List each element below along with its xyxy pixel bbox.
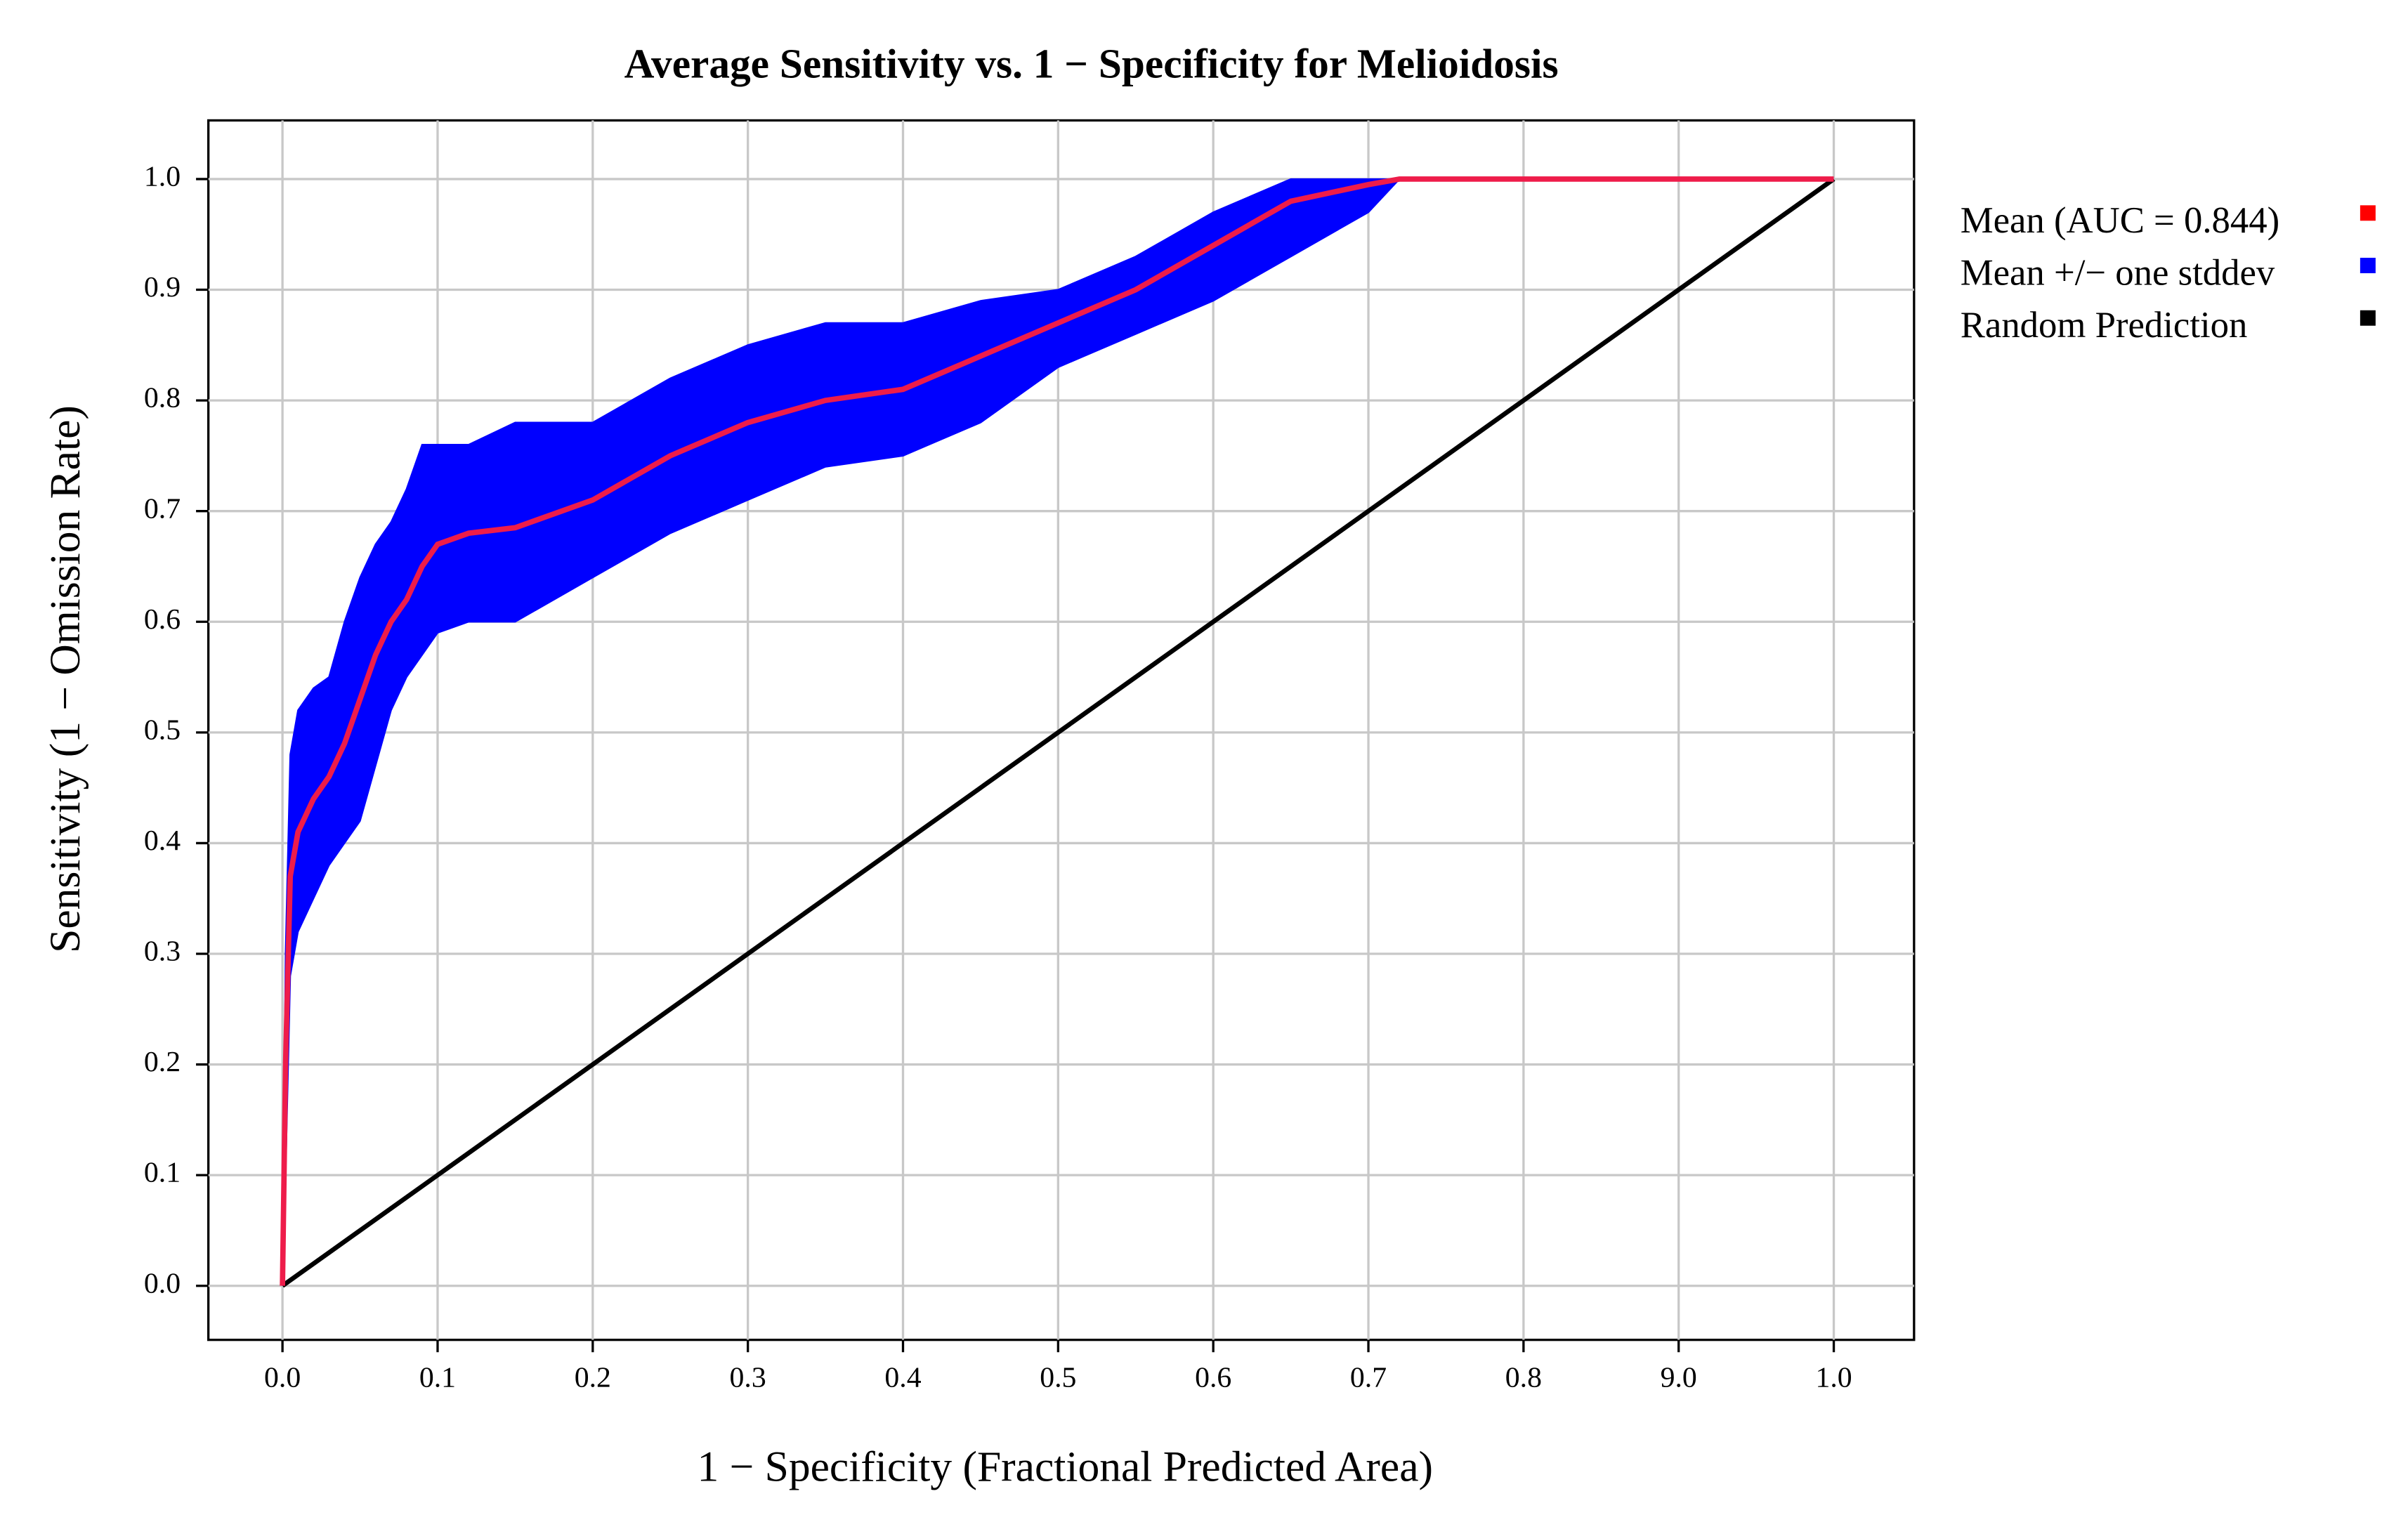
- y-axis-label: Sensitivity (1 − Omission Rate): [41, 405, 89, 953]
- x-axis-label: 1 − Specificity (Fractional Predicted Ar…: [697, 1443, 1433, 1491]
- legend-label: Random Prediction: [1961, 305, 2248, 346]
- y-tick-label: 0.5: [144, 714, 181, 746]
- x-tick-label: 0.4: [884, 1361, 921, 1393]
- chart-title: Average Sensitivity vs. 1 − Specificity …: [624, 40, 1559, 86]
- x-tick-label: 9.0: [1661, 1361, 1697, 1393]
- y-tick-label: 0.4: [144, 825, 181, 857]
- y-tick-label: 0.3: [144, 936, 181, 968]
- legend: Mean (AUC = 0.844) Mean +/− one stddev Ran…: [1961, 200, 2376, 346]
- x-tick-label: 0.7: [1350, 1361, 1387, 1393]
- x-tick-label: 0.1: [419, 1361, 456, 1393]
- random-line: [281, 177, 1836, 1288]
- x-tick-label: 0.8: [1505, 1361, 1542, 1393]
- legend-label: Mean (AUC = 0.844): [1961, 200, 2279, 241]
- legend-label: Mean +/− one stddev: [1961, 253, 2275, 294]
- y-tick-label: 0.9: [144, 271, 181, 303]
- legend-marker: [2360, 205, 2376, 221]
- x-tick-label: 1.0: [1815, 1361, 1852, 1393]
- y-tick-label: 0.2: [144, 1046, 181, 1078]
- legend-marker: [2360, 258, 2376, 274]
- y-tick-label: 0.0: [144, 1267, 181, 1299]
- y-tick-label: 1.0: [144, 161, 181, 193]
- x-tick-label: 0.2: [575, 1361, 611, 1393]
- legend-marker: [2360, 310, 2376, 326]
- y-tick-label: 0.7: [144, 492, 181, 525]
- mean-line: [280, 176, 1834, 1286]
- y-tick-label: 0.6: [144, 603, 181, 636]
- x-tick-label: 0.3: [730, 1361, 766, 1393]
- y-tick-label: 0.1: [144, 1157, 181, 1189]
- x-tick-label: 0.6: [1195, 1361, 1231, 1393]
- y-tick-label: 0.8: [144, 382, 181, 414]
- x-tick-label: 0.5: [1040, 1361, 1076, 1393]
- x-tick-label: 0.0: [264, 1361, 301, 1393]
